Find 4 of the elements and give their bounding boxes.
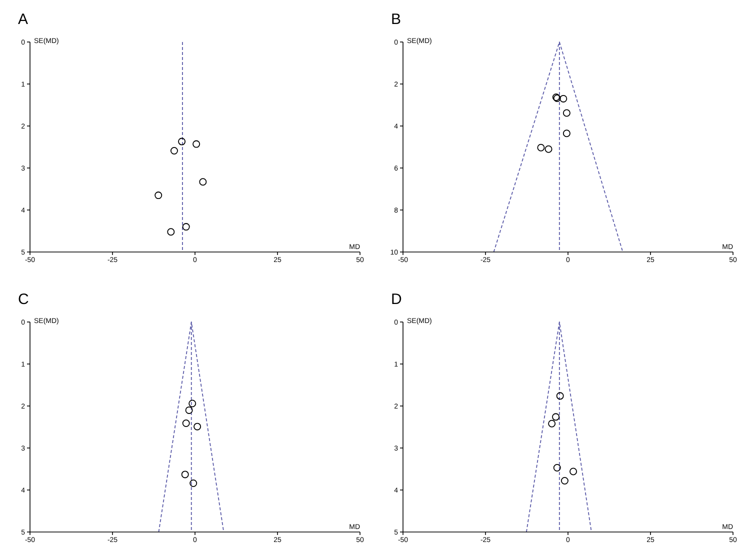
chart-title: A (18, 11, 28, 28)
chart-title: D (391, 291, 402, 308)
chart-title: B (391, 11, 402, 28)
chart-title: C (18, 291, 29, 308)
